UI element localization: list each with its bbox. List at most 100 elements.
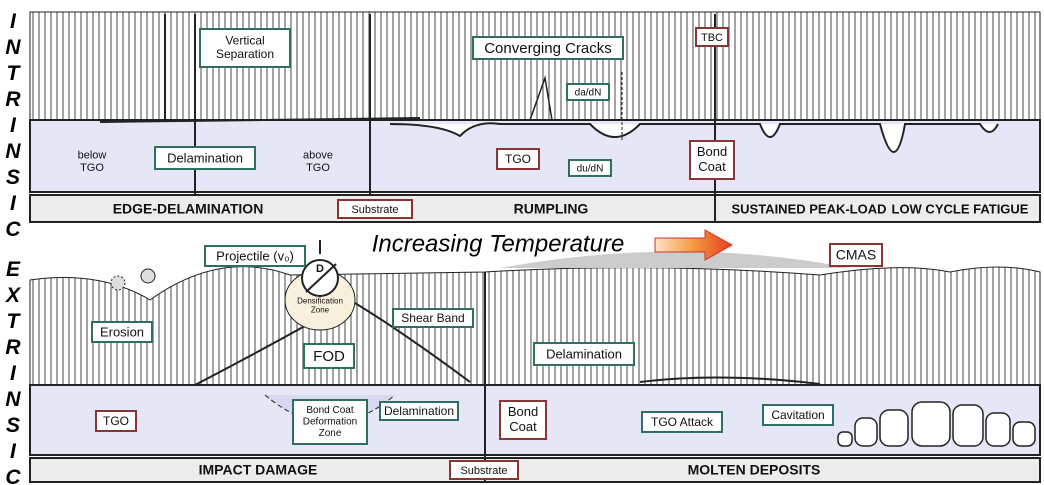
label-text: TGO (103, 414, 129, 428)
bottom-panel (29, 240, 1041, 483)
label-text: Vertical (225, 33, 264, 47)
label: Converging Cracks (472, 36, 624, 60)
label-box (533, 342, 635, 366)
label-text: Densification (297, 297, 343, 306)
label-text: Deformation (303, 417, 357, 428)
label-text: Substrate (351, 204, 398, 216)
label-text: Delamination (167, 150, 243, 165)
label-box (689, 140, 735, 180)
label: LOW CYCLE FATIGUE (892, 201, 1029, 216)
label-box (392, 308, 474, 328)
label-text: TGO Attack (651, 415, 714, 429)
label: SUSTAINED PEAK-LOAD (731, 201, 886, 216)
label: Substrate (449, 460, 519, 480)
label: TBC (695, 27, 729, 47)
arrow-label: Increasing Temperature (372, 230, 625, 257)
label-text: Bond (697, 144, 727, 159)
label-text: Bond Coat (306, 405, 353, 416)
label-text: FOD (313, 348, 345, 365)
label-box (695, 27, 729, 47)
label: da/dN (566, 83, 610, 101)
label: du/dN (568, 159, 612, 177)
label-text: Projectile (v₀) (216, 248, 294, 263)
label-box (154, 146, 256, 170)
label-text: Zone (311, 306, 330, 315)
label-text: Delamination (384, 404, 454, 418)
label: Erosion (91, 321, 153, 343)
label: Projectile (v₀) (204, 245, 306, 267)
label: Delamination (154, 146, 256, 170)
label: RUMPLING (514, 201, 589, 217)
label-box (337, 199, 413, 219)
label: CMAS (829, 243, 883, 267)
label-text: Separation (216, 47, 274, 61)
label-box (379, 401, 459, 421)
label: TGO (95, 410, 137, 432)
label: FOD (303, 343, 355, 369)
label-box (91, 321, 153, 343)
label-box (472, 36, 624, 60)
label-text: Converging Cracks (484, 40, 612, 57)
label: IMPACT DAMAGE (199, 462, 318, 478)
label-text: Shear Band (401, 311, 464, 325)
label-text: Zone (319, 428, 342, 439)
label: MOLTEN DEPOSITS (688, 462, 821, 478)
label-text: MOLTEN DEPOSITS (688, 462, 821, 478)
label-box (199, 28, 291, 68)
top-panel (29, 11, 1041, 223)
label-box (449, 460, 519, 480)
label-text: EDGE-DELAMINATION (113, 201, 264, 217)
label-box (204, 245, 306, 267)
label-text: Coat (509, 419, 537, 434)
label-text: below (78, 150, 107, 162)
label-text: TGO (306, 162, 330, 174)
label-text: Cavitation (771, 408, 824, 422)
label-text: CMAS (836, 247, 876, 263)
label-box (762, 404, 834, 426)
label: Delamination (533, 342, 635, 366)
label-box (95, 410, 137, 432)
label-text: IMPACT DAMAGE (199, 462, 318, 478)
label-box (641, 411, 723, 433)
label-text: Bond (508, 404, 538, 419)
label: D (316, 263, 324, 275)
label-box (568, 159, 612, 177)
label: TGO (496, 148, 540, 170)
label-text: RUMPLING (514, 201, 589, 217)
side-label: EXTRINSIC (1, 258, 24, 485)
label-box (829, 243, 883, 267)
label-text: TBC (701, 32, 723, 44)
label: Delamination (379, 401, 459, 421)
label-text: Substrate (460, 465, 507, 477)
side-label: INTRINSIC (1, 10, 24, 244)
label: Substrate (337, 199, 413, 219)
label-text: TGO (80, 162, 104, 174)
label-box (292, 399, 368, 445)
label: EDGE-DELAMINATION (113, 201, 264, 217)
label-text: Delamination (546, 346, 622, 361)
label: TGO Attack (641, 411, 723, 433)
label-box (566, 83, 610, 101)
label-box (496, 148, 540, 170)
label-text: SUSTAINED PEAK-LOAD (731, 201, 886, 216)
label-box (499, 400, 547, 440)
label-text: Erosion (100, 324, 144, 339)
label-text: above (303, 150, 333, 162)
label-text: TGO (505, 152, 531, 166)
label-text: du/dN (577, 164, 604, 175)
label: Shear Band (392, 308, 474, 328)
label-text: D (316, 263, 324, 275)
temperature-arrow (654, 229, 734, 261)
label-text: Coat (698, 159, 726, 174)
label-text: LOW CYCLE FATIGUE (892, 201, 1029, 216)
label-text: da/dN (575, 88, 602, 99)
label: Cavitation (762, 404, 834, 426)
